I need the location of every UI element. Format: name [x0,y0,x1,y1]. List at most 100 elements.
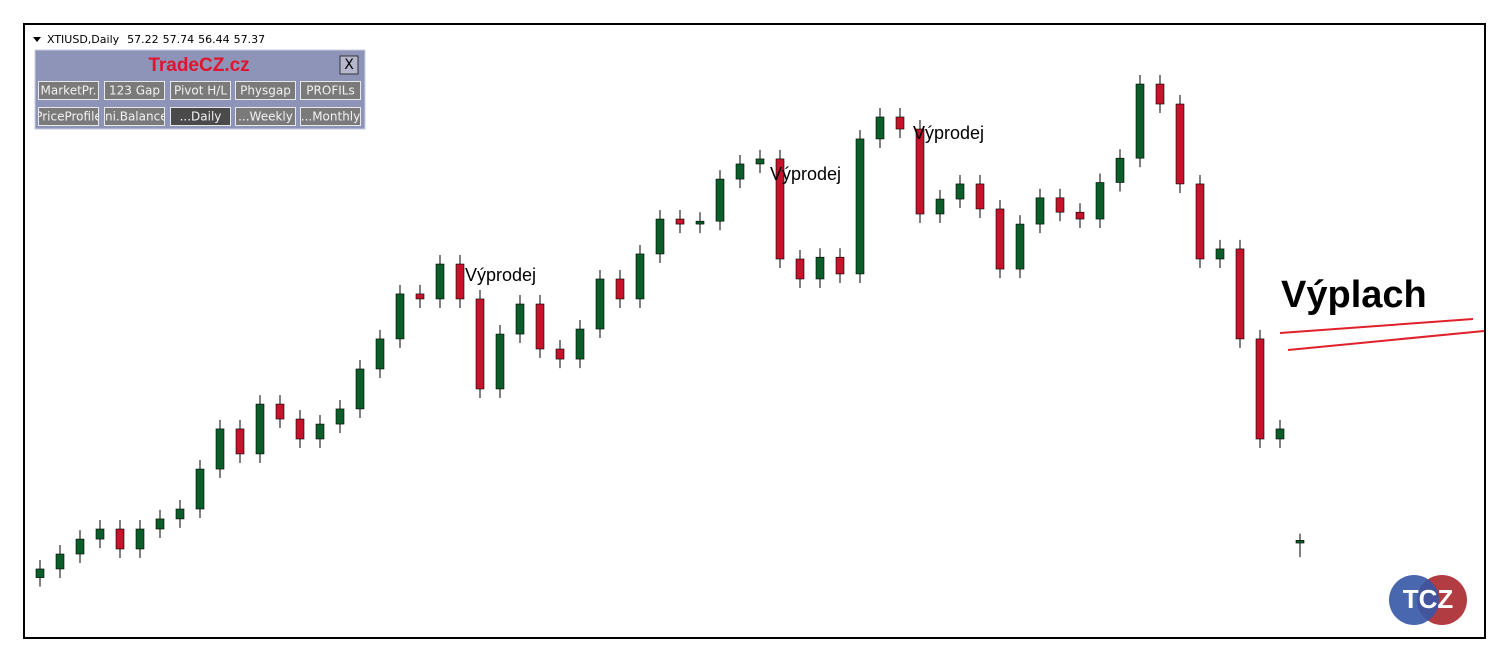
button-face [235,81,296,100]
button-label: Ini.Balance [101,110,167,124]
candle-body [695,220,705,225]
last-open: 57.22 [127,33,159,46]
panel-button[interactable]: ...Weekly [235,107,296,126]
candle-body [1195,183,1205,260]
candle-body [655,218,665,255]
last-low: 56.44 [198,33,230,46]
panel-button[interactable]: Pivot H/L [170,81,231,100]
candle-body [195,468,205,510]
candle-body [955,183,965,200]
candle-body [915,128,925,215]
candle-body [295,418,305,440]
candle-body [375,338,385,370]
button-face [235,107,296,126]
button-face [170,107,231,126]
candle-body [1255,338,1265,440]
candle-body [1215,248,1225,260]
button-label: MarketPr. [41,84,97,98]
button-face [38,81,99,100]
candle-body [1275,428,1285,440]
candle-body [95,528,105,540]
candle-body [735,163,745,180]
last-high: 57.74 [163,33,195,46]
candle-body [755,158,765,165]
candle-body [155,518,165,530]
panel-title: TradeCZ.cz [148,55,249,76]
candle-body [115,528,125,550]
panel-button[interactable]: Ini.Balance [101,107,167,126]
button-label: ...Weekly [238,110,293,124]
candle-body [35,568,45,578]
annotation: Výprodej [465,265,536,285]
candle-body [175,508,185,520]
annotation-large: Výplach [1281,274,1427,316]
button-label: Pivot H/L [174,84,227,98]
last-close: 57.37 [234,33,266,46]
candle-body [515,303,525,335]
panel-button[interactable]: 123 Gap [104,81,165,100]
candle-body [1155,83,1165,105]
candle-body [455,263,465,300]
candle-body [235,428,245,455]
button-face [300,81,361,100]
candle-body [795,258,805,280]
candle-body [75,538,85,555]
candle-body [335,408,345,425]
button-face [170,81,231,100]
logo-text: TCZ [1403,584,1454,614]
annotation: Výprodej [913,123,984,143]
candle-body [1235,248,1245,340]
candle-body [675,218,685,225]
candle-body [475,298,485,390]
candle-body [315,423,325,440]
button-label: ...Daily [180,110,222,124]
candle-body [715,178,725,222]
panel-button[interactable]: Physgap [235,81,296,100]
candle-body [395,293,405,340]
logo-circle [1389,575,1439,625]
candle-body [555,348,565,360]
symbol: XTIUSD,Daily [47,33,120,46]
candle-body [495,333,505,390]
annotation: Výprodej [770,164,841,184]
symbol-menu-arrow[interactable] [33,37,41,42]
candle-body [435,263,445,300]
drawn-line [1287,330,1485,351]
candle-body [55,553,65,570]
button-label: Physgap [240,84,291,98]
candle-body [835,256,845,275]
candles [35,75,1305,587]
close-button[interactable] [339,55,359,75]
panel-button[interactable]: ...Daily [170,107,231,126]
candle-body [135,528,145,550]
panel-button[interactable]: MarketPr. [38,81,99,100]
candle-body [815,256,825,280]
candle-body [575,328,585,360]
candle-body [275,403,285,420]
chart-header: XTIUSD,Daily 57.22 57.74 56.44 57.37 [47,33,265,46]
button-label: PROFILs [306,84,354,98]
panel-button[interactable]: PriceProfile [35,107,102,126]
candle-body [1095,182,1105,220]
candle-body [975,183,985,210]
candle-body [1115,157,1125,183]
panel-button[interactable]: PROFILs [300,81,361,100]
candle-body [1075,211,1085,220]
panel-button[interactable]: ...Monthly [300,107,361,126]
candle-body [995,208,1005,270]
candle-body [215,428,225,470]
tradecz-panel: TradeCZ.cz X MarketPr. 123 Gap Pivot H/L Ph… [34,49,366,130]
candle-body [855,138,865,275]
candle-body [415,293,425,300]
candle-body [615,278,625,300]
candle-body [1035,197,1045,225]
candle-body [255,403,265,455]
candle-body [895,116,905,130]
candle-body [1135,83,1145,159]
button-label: ...Monthly [301,110,361,124]
logo: TCZ [1389,575,1467,625]
candle-body [875,116,885,140]
candle-body [355,368,365,410]
panel-buttons: MarketPr. 123 Gap Pivot H/L Physgap PROFILs P… [35,81,361,126]
